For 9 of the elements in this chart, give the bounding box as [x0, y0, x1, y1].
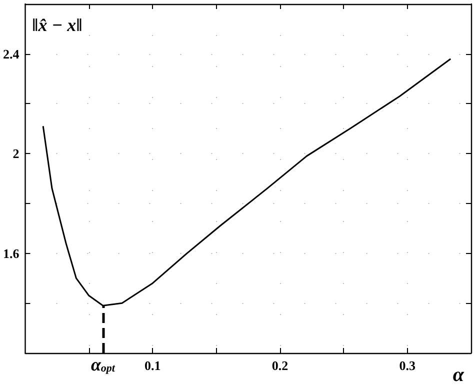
- x-tick-label: 0.2: [272, 358, 288, 373]
- x-axis-title: α: [452, 364, 465, 386]
- y-axis-title: ‖x̂ − x‖: [32, 15, 82, 35]
- x-tick-label: 0.3: [399, 358, 416, 373]
- y-tick-label: 2: [12, 146, 20, 162]
- y-tick-label: 2.4: [3, 46, 20, 62]
- x-tick-label: 0.1: [144, 358, 161, 373]
- y-tick-label: 1.6: [3, 246, 20, 261]
- ref-line-label: αopt: [90, 354, 116, 374]
